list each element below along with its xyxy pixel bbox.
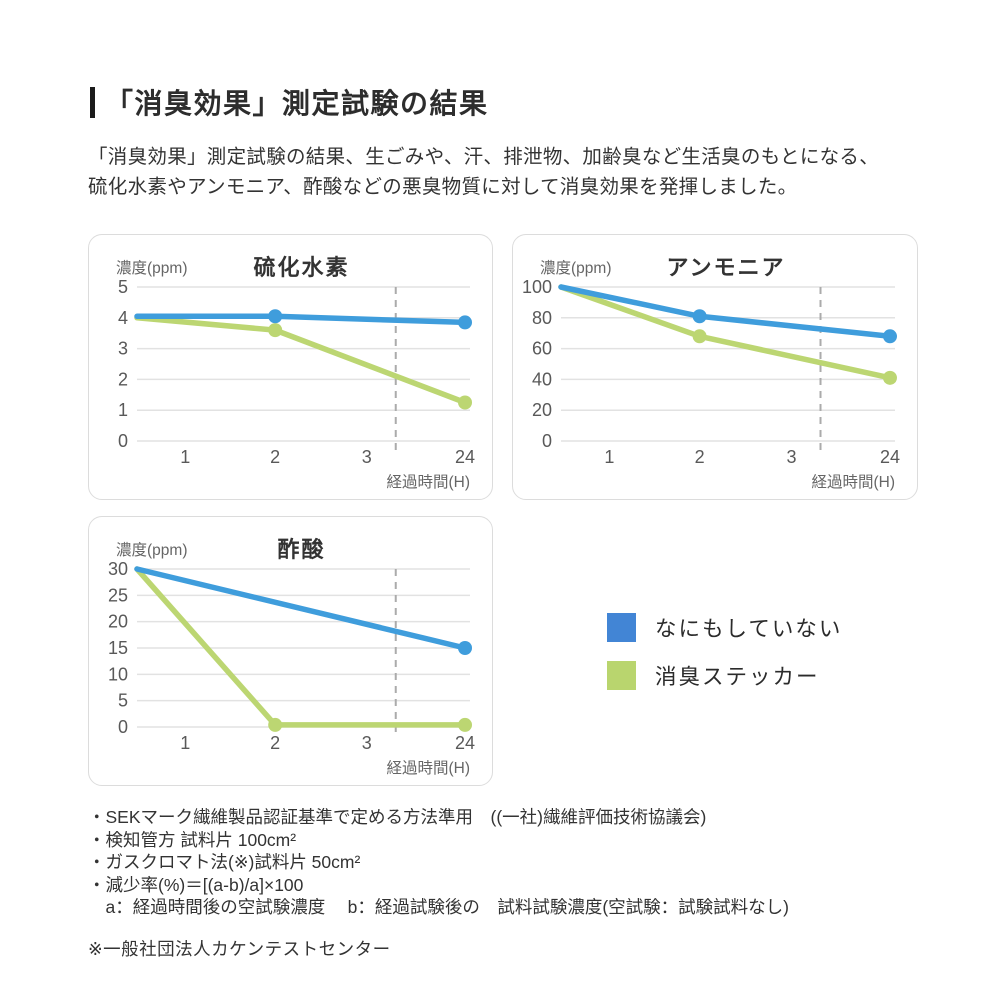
x-axis-label: 経過時間(H) — [386, 473, 470, 491]
header: 「消臭効果」測定試験の結果 — [90, 82, 489, 122]
y-tick-label: 25 — [108, 585, 128, 605]
y-axis-label: 濃度(ppm) — [116, 541, 187, 559]
y-tick-label: 40 — [532, 369, 552, 389]
legend-swatch-green — [607, 661, 636, 690]
y-tick-label: 80 — [532, 308, 552, 328]
data-point-marker — [458, 315, 473, 330]
data-point-marker — [268, 309, 283, 324]
chart-panel-ammonia: 100 80 60 40 20 0 1 2 3 24 濃度(ppm) アンモニア経過時間(H) — [512, 234, 918, 500]
footnote-organization: ※一般社団法人カケンテストセンター — [88, 939, 391, 959]
chart-title: 酢酸 — [277, 537, 325, 562]
x-tick-label: 24 — [455, 447, 475, 467]
x-tick-label: 3 — [362, 733, 372, 753]
data-point-marker — [458, 395, 473, 410]
series-line-green — [134, 315, 468, 406]
data-point-marker — [692, 329, 707, 344]
legend: なにもしていない 消臭ステッカー — [607, 612, 842, 708]
intro-line-1: 「消臭効果」測定試験の結果、生ごみや、汗、排泄物、加齢臭など生活臭のもとになる、 — [88, 146, 880, 168]
data-point-marker — [882, 329, 897, 344]
x-tick-label: 1 — [604, 447, 614, 467]
x-tick-label: 3 — [362, 447, 372, 467]
legend-item-sticker: 消臭ステッカー — [607, 660, 842, 691]
y-tick-label: 60 — [532, 339, 552, 359]
x-tick-label: 1 — [180, 733, 190, 753]
footnotes: ・SEKマーク繊維製品認証基準で定める方法準用 ((一社)繊維評価技術協議会) … — [88, 806, 948, 919]
legend-item-untreated: なにもしていない — [607, 612, 842, 643]
title-accent-bar — [90, 86, 95, 118]
chart-title: 硫化水素 — [253, 255, 349, 280]
y-axis-label: 濃度(ppm) — [116, 259, 187, 277]
series-line-blue — [558, 284, 893, 340]
y-tick-label: 1 — [118, 400, 128, 420]
footnote-line: ・ガスクロマト法(※)試料片 50cm² — [88, 852, 361, 872]
x-tick-label: 2 — [270, 733, 280, 753]
intro-line-2: 硫化水素やアンモニア、酢酸などの悪臭物質に対して消臭効果を発揮しました。 — [88, 176, 798, 198]
intro-paragraph: 「消臭効果」測定試験の結果、生ごみや、汗、排泄物、加齢臭など生活臭のもとになる、… — [88, 142, 948, 202]
y-tick-label: 20 — [108, 612, 128, 632]
y-axis-label: 濃度(ppm) — [540, 259, 611, 277]
x-tick-label: 24 — [455, 733, 475, 753]
legend-label-untreated: なにもしていない — [655, 617, 843, 641]
x-axis-label: 経過時間(H) — [386, 759, 470, 777]
legend-label-sticker: 消臭ステッカー — [655, 665, 820, 689]
y-tick-label: 2 — [118, 369, 128, 389]
y-tick-label: 0 — [542, 431, 552, 451]
data-point-marker — [882, 370, 897, 385]
chart-panel-acetic-acid: 30 25 20 15 10 5 0 1 2 3 24 濃度(ppm) 酢酸経過時間(H) — [88, 516, 493, 786]
y-tick-label: 0 — [118, 717, 128, 737]
y-tick-label: 30 — [108, 559, 128, 579]
x-axis-label: 経過時間(H) — [811, 473, 895, 491]
y-tick-label: 15 — [108, 638, 128, 658]
data-point-marker — [268, 323, 283, 338]
chart-title: アンモニア — [666, 255, 785, 280]
data-point-marker — [458, 641, 473, 655]
chart-panel-hydrogen-sulfide: 5 4 3 2 1 0 1 2 3 24 濃度(ppm) 硫化水素経過時間(H) — [88, 234, 493, 500]
x-tick-label: 3 — [786, 447, 796, 467]
data-point-marker — [458, 717, 473, 732]
y-tick-label: 10 — [108, 664, 128, 684]
footnote-line: ・検知管方 試料片 100cm² — [88, 829, 297, 850]
page-title: 「消臭効果」測定試験の結果 — [105, 88, 489, 119]
y-tick-label: 5 — [118, 277, 128, 297]
footnote-line: a：経過時間後の空試験濃度 b：経過試験後の 試料試験濃度(空試験：試験試料なし… — [88, 897, 789, 917]
y-tick-label: 100 — [522, 277, 552, 297]
series-line-blue — [134, 566, 468, 651]
x-tick-label: 1 — [180, 447, 190, 467]
x-tick-label: 24 — [880, 447, 900, 467]
series-line-green — [134, 566, 468, 728]
y-tick-label: 0 — [118, 431, 128, 451]
data-point-marker — [268, 717, 283, 732]
x-tick-label: 2 — [270, 447, 280, 467]
footnote-line: ・SEKマーク繊維製品認証基準で定める方法準用 ((一社)繊維評価技術協議会) — [88, 807, 707, 827]
y-tick-label: 4 — [118, 308, 128, 328]
y-tick-label: 3 — [118, 339, 128, 359]
legend-swatch-blue — [607, 613, 636, 642]
data-point-marker — [692, 309, 707, 324]
footnote-line: ・減少率(%)＝[(a-b)/a]×100 — [88, 874, 304, 895]
y-tick-label: 20 — [532, 400, 552, 420]
x-tick-label: 2 — [695, 447, 705, 467]
y-tick-label: 5 — [118, 691, 128, 711]
